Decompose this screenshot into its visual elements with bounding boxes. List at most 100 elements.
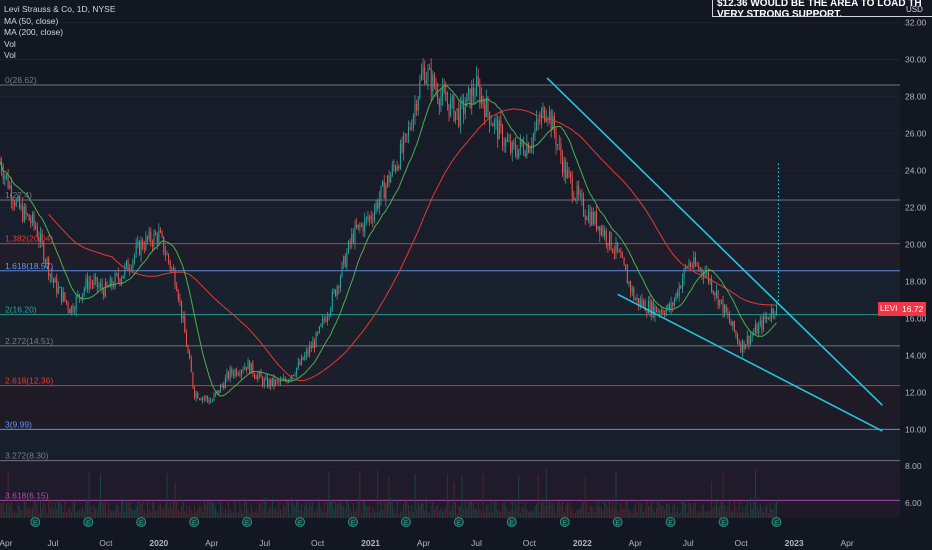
volume-bar	[69, 507, 71, 518]
candle-body	[433, 74, 435, 87]
candle-body	[176, 286, 178, 291]
candle-body	[95, 277, 97, 280]
volume-bar	[323, 501, 325, 518]
candle-body	[599, 226, 601, 235]
earnings-icon	[559, 517, 570, 527]
volume-bar	[181, 506, 183, 518]
volume-bar	[385, 503, 387, 518]
volume-bar	[291, 498, 293, 518]
candle-body	[114, 274, 116, 288]
candle-body	[502, 126, 504, 146]
candle-body	[143, 247, 145, 250]
volume-bar	[704, 511, 706, 518]
candle-body	[299, 362, 301, 365]
volume-bar	[728, 500, 730, 518]
candle-body	[263, 379, 265, 386]
candle-body	[62, 292, 64, 302]
time-tick-label: 2020	[149, 538, 168, 548]
volume-bar	[168, 509, 170, 518]
time-axis: Apr Jul Oct 2020 Apr Jul Oct 2021 Apr Jul Oct 2022 A…	[0, 534, 932, 550]
price-tick-label: 22.00	[905, 202, 927, 212]
volume-bar	[479, 508, 481, 518]
volume-bar	[362, 501, 364, 518]
candle-body	[576, 186, 578, 199]
volume-bar	[691, 508, 693, 518]
candle-body	[289, 378, 291, 380]
volume-bar	[550, 504, 552, 518]
candle-body	[137, 241, 139, 246]
candle-body	[64, 292, 66, 301]
fib-band	[0, 345, 900, 386]
volume-bar	[526, 508, 528, 518]
volume-bar	[229, 510, 231, 518]
candle-body	[241, 370, 243, 375]
volume-bar	[727, 506, 729, 518]
candle-body	[28, 214, 30, 221]
candle-body	[292, 375, 294, 376]
volume-bar	[262, 509, 264, 518]
volume-bar	[41, 508, 43, 518]
candle-body	[142, 240, 144, 248]
volume-bar	[771, 509, 773, 518]
candle-body	[93, 279, 95, 285]
annotation-line-1: $12.36 WOULD BE THE AREA TO LOAD TH	[717, 0, 922, 9]
volume-bar	[172, 500, 174, 518]
volume-bar	[27, 508, 29, 518]
volume-bar	[748, 513, 750, 518]
volume-bar	[563, 512, 565, 518]
volume-bar	[137, 500, 139, 518]
volume-bar	[573, 513, 575, 518]
volume-bar	[664, 509, 666, 518]
indicator-vol-1[interactable]: Vol	[4, 38, 16, 49]
volume-bar	[514, 503, 516, 518]
volume-bar	[343, 507, 345, 518]
volume-bar	[5, 505, 7, 518]
volume-bar	[239, 501, 241, 518]
candle-body	[756, 324, 758, 334]
volume-bar	[156, 510, 158, 518]
indicator-ma200[interactable]: MA (200, close)	[4, 27, 64, 37]
indicator-vol-2[interactable]: Vol	[4, 50, 16, 60]
volume-bar	[129, 501, 131, 518]
candle-body	[497, 119, 499, 140]
volume-bar	[333, 508, 335, 518]
candle-body	[430, 68, 432, 92]
candle-body	[57, 287, 59, 293]
candle-body	[87, 278, 89, 289]
volume-bar	[398, 513, 400, 518]
candle-body	[685, 267, 687, 269]
volume-bar	[383, 501, 385, 518]
volume-bar	[127, 504, 129, 518]
time-axis-bg	[0, 534, 932, 550]
volume-bar	[336, 504, 338, 518]
volume-bar	[539, 511, 541, 518]
candle-body	[398, 166, 400, 169]
indicator-ma50[interactable]: MA (50, close)	[4, 15, 59, 26]
candle-body	[164, 252, 166, 255]
candle-body	[14, 203, 16, 206]
volume-bar	[273, 509, 275, 518]
candle-body	[711, 279, 713, 291]
falling-wedge	[546, 77, 883, 432]
time-tick-label: 2021	[361, 538, 380, 548]
fib-label: 3(9.99)	[5, 419, 32, 429]
volume-bar	[621, 508, 623, 518]
volume-bar	[166, 473, 168, 518]
candle-body	[557, 144, 559, 146]
candle-body	[670, 302, 672, 311]
candle-body	[625, 264, 627, 270]
volume-bar	[153, 503, 155, 518]
candle-body	[571, 177, 573, 197]
annotation-note[interactable]: $12.36 WOULD BE THE AREA TO LOAD TH VERY…	[712, 0, 932, 17]
symbol-title[interactable]: Levi Strauss & Co, 1D, NYSE	[4, 4, 116, 14]
volume-bar	[536, 504, 538, 518]
volume-bar	[586, 498, 588, 518]
candle-body	[304, 355, 306, 360]
price-tick-label: 6.00	[905, 498, 922, 508]
volume-bar	[96, 508, 98, 518]
fib-band	[0, 385, 900, 430]
volume-bar	[174, 482, 176, 518]
volume-bar	[759, 503, 761, 518]
